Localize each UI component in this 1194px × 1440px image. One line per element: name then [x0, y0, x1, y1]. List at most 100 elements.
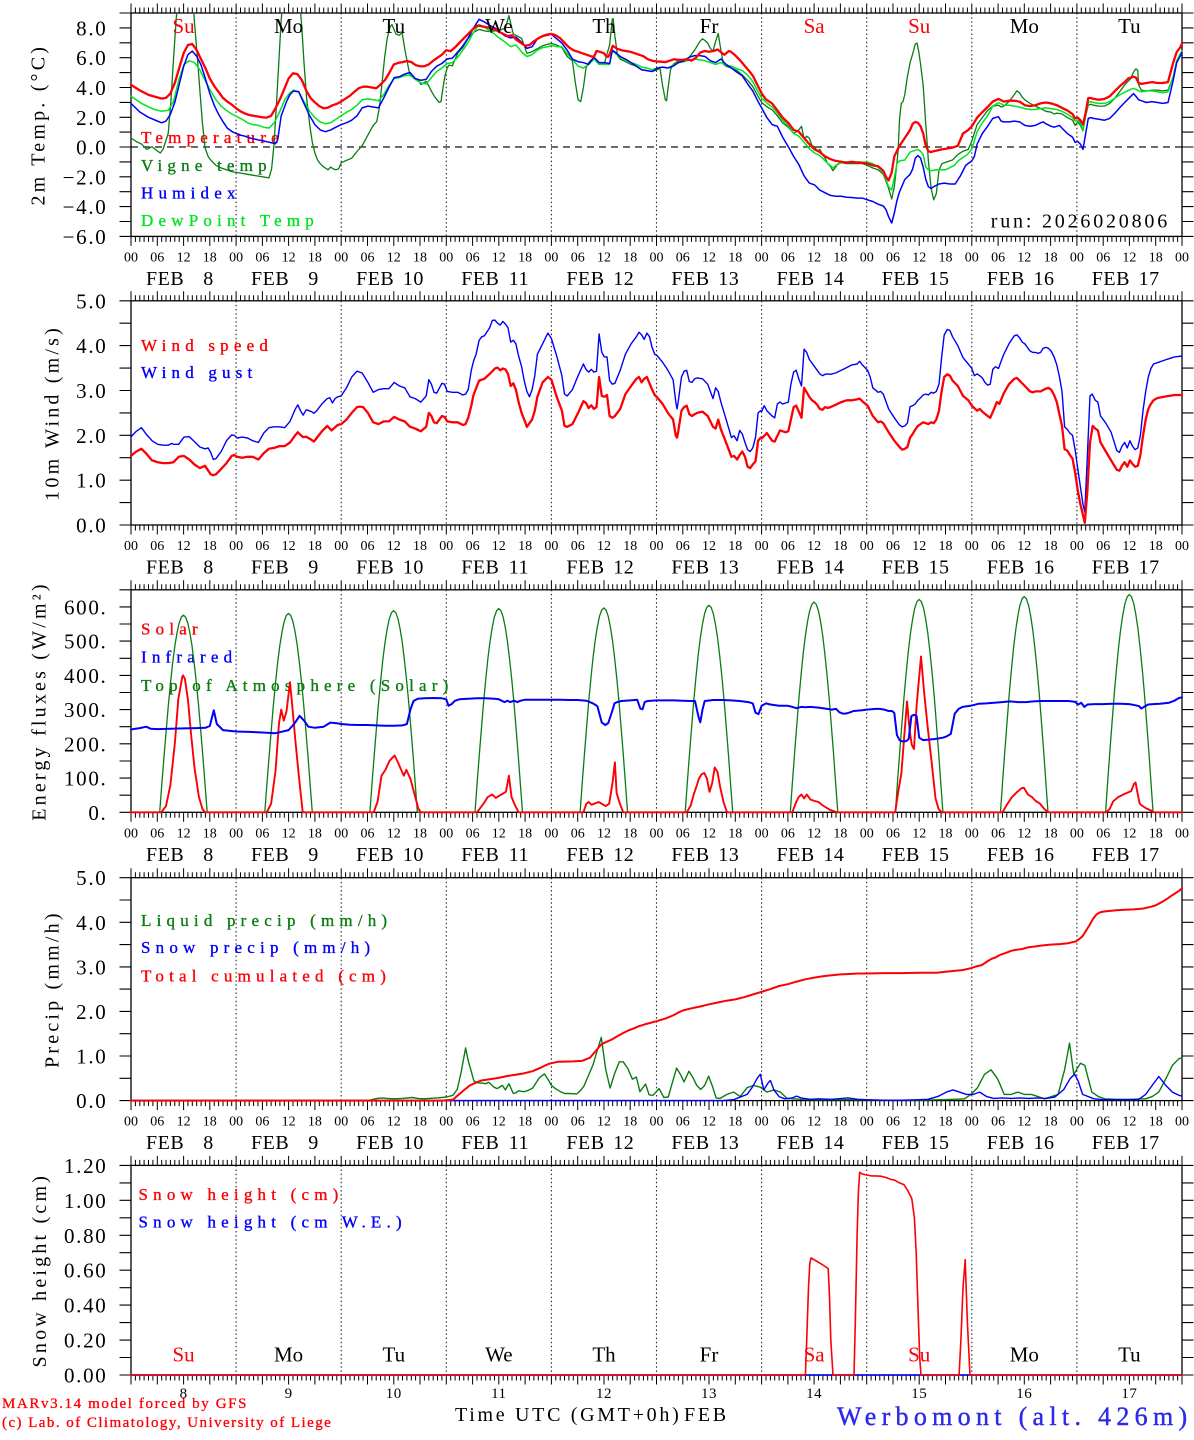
svg-text:00: 00 [124, 539, 138, 554]
svg-text:17: 17 [1139, 844, 1160, 866]
svg-text:FEB: FEB [251, 1132, 289, 1154]
svg-text:4.0: 4.0 [76, 334, 107, 358]
svg-text:12: 12 [492, 826, 506, 841]
svg-text:00: 00 [229, 539, 243, 554]
svg-text:Vigne temp: Vigne temp [141, 156, 272, 175]
svg-text:06: 06 [991, 826, 1005, 841]
svg-text:9: 9 [308, 268, 319, 290]
svg-text:We: We [485, 14, 512, 38]
svg-text:0.0: 0.0 [76, 514, 107, 538]
svg-text:13: 13 [701, 1386, 717, 1402]
svg-text:16: 16 [1034, 268, 1055, 290]
svg-text:18: 18 [1149, 251, 1163, 266]
svg-text:06: 06 [991, 1115, 1005, 1130]
svg-text:00: 00 [229, 251, 243, 266]
svg-text:12: 12 [1017, 251, 1031, 266]
svg-text:00: 00 [439, 826, 453, 841]
svg-text:0.00: 0.00 [64, 1364, 108, 1388]
svg-text:FEB: FEB [251, 844, 289, 866]
svg-text:06: 06 [781, 251, 795, 266]
svg-text:0.80: 0.80 [64, 1224, 108, 1248]
svg-text:00: 00 [124, 251, 138, 266]
svg-text:FEB: FEB [461, 844, 499, 866]
svg-text:Humidex: Humidex [141, 184, 241, 203]
svg-text:FEB: FEB [566, 268, 604, 290]
svg-text:06: 06 [571, 826, 585, 841]
svg-text:17: 17 [1139, 1132, 1160, 1154]
svg-text:12: 12 [613, 844, 634, 866]
svg-text:9: 9 [285, 1386, 293, 1402]
svg-text:9: 9 [308, 1132, 319, 1154]
svg-text:Tu: Tu [383, 1343, 406, 1367]
svg-text:10: 10 [386, 1386, 402, 1402]
svg-text:18: 18 [833, 251, 847, 266]
svg-text:06: 06 [1096, 1115, 1110, 1130]
svg-text:0.0: 0.0 [76, 1089, 107, 1113]
svg-text:FEB: FEB [356, 268, 394, 290]
svg-text:12: 12 [282, 251, 296, 266]
svg-text:18: 18 [728, 826, 742, 841]
svg-text:06: 06 [886, 1115, 900, 1130]
svg-text:Werbomont (alt. 426m): Werbomont (alt. 426m) [837, 1402, 1192, 1431]
svg-text:06: 06 [361, 251, 375, 266]
svg-text:Time UTC (GMT+0h): Time UTC (GMT+0h) [455, 1404, 681, 1426]
svg-text:Liquid precip (mm/h): Liquid precip (mm/h) [141, 911, 392, 930]
svg-text:Wind gust: Wind gust [141, 363, 257, 382]
svg-text:12: 12 [807, 251, 821, 266]
svg-text:18: 18 [203, 826, 217, 841]
svg-text:12: 12 [702, 251, 716, 266]
svg-text:FEB: FEB [251, 268, 289, 290]
svg-text:06: 06 [255, 1115, 269, 1130]
svg-text:00: 00 [965, 251, 979, 266]
svg-text:run: 2026020806: run: 2026020806 [991, 211, 1170, 233]
svg-text:06: 06 [886, 826, 900, 841]
svg-text:FEB: FEB [356, 844, 394, 866]
svg-text:00: 00 [650, 539, 664, 554]
svg-text:18: 18 [308, 539, 322, 554]
svg-text:12: 12 [492, 1115, 506, 1130]
svg-text:18: 18 [1149, 1115, 1163, 1130]
svg-text:16: 16 [1016, 1386, 1032, 1402]
svg-text:00: 00 [439, 539, 453, 554]
svg-text:FEB: FEB [882, 1132, 920, 1154]
svg-text:18: 18 [203, 251, 217, 266]
svg-text:0.0: 0.0 [76, 136, 107, 160]
svg-text:14: 14 [823, 557, 844, 579]
svg-text:13: 13 [718, 557, 739, 579]
svg-text:FEB: FEB [882, 557, 920, 579]
svg-text:00: 00 [334, 1115, 348, 1130]
svg-text:0.60: 0.60 [64, 1259, 108, 1283]
svg-text:00: 00 [544, 1115, 558, 1130]
svg-text:18: 18 [1044, 251, 1058, 266]
svg-text:06: 06 [1096, 539, 1110, 554]
svg-text:Snow precip (mm/h): Snow precip (mm/h) [141, 938, 375, 957]
svg-text:18: 18 [203, 1115, 217, 1130]
svg-text:400.: 400. [64, 664, 108, 688]
svg-text:00: 00 [334, 826, 348, 841]
svg-text:3.0: 3.0 [76, 955, 107, 979]
svg-text:12: 12 [597, 1115, 611, 1130]
svg-text:10: 10 [403, 1132, 424, 1154]
svg-text:1.20: 1.20 [64, 1154, 108, 1178]
svg-text:8: 8 [203, 557, 214, 579]
svg-text:06: 06 [361, 1115, 375, 1130]
svg-text:14: 14 [823, 1132, 844, 1154]
svg-text:12: 12 [177, 539, 191, 554]
svg-text:00: 00 [1175, 539, 1189, 554]
svg-text:15: 15 [929, 1132, 950, 1154]
svg-text:12: 12 [492, 251, 506, 266]
svg-text:06: 06 [676, 539, 690, 554]
svg-text:6.0: 6.0 [76, 46, 107, 70]
svg-text:06: 06 [150, 539, 164, 554]
svg-text:06: 06 [150, 251, 164, 266]
svg-text:18: 18 [939, 539, 953, 554]
svg-text:100.: 100. [64, 767, 108, 791]
svg-text:12: 12 [387, 251, 401, 266]
svg-text:Tu: Tu [1118, 1343, 1141, 1367]
svg-text:Wind speed: Wind speed [141, 336, 273, 355]
svg-text:FEB: FEB [777, 268, 815, 290]
svg-text:5.0: 5.0 [76, 289, 107, 313]
svg-text:FEB: FEB [777, 1132, 815, 1154]
svg-text:00: 00 [229, 826, 243, 841]
svg-text:Snow height (cm): Snow height (cm) [29, 1173, 51, 1368]
